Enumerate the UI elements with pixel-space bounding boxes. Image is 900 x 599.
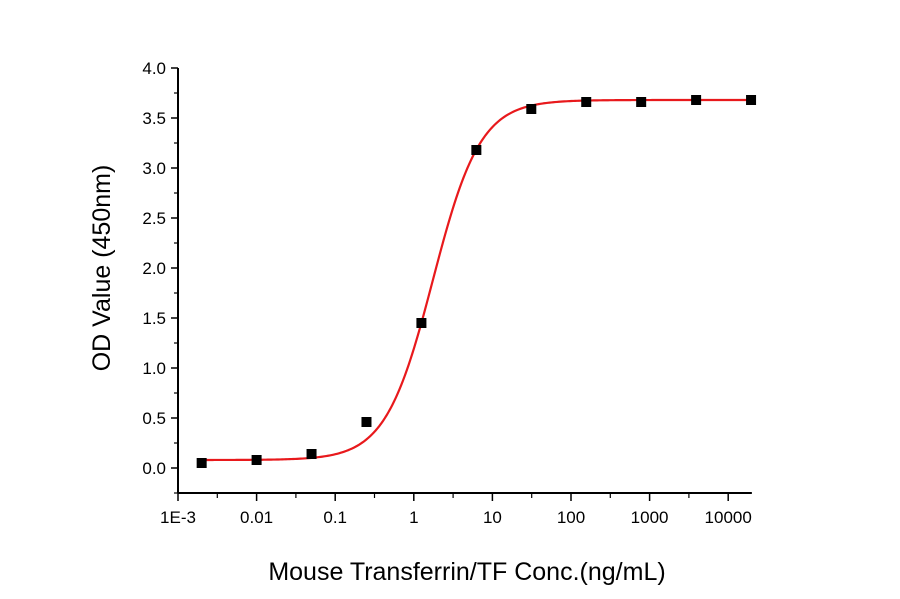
y-tick-label: 1.5 [142, 309, 166, 328]
data-point [196, 458, 207, 468]
x-tick-label: 1E-3 [160, 508, 196, 527]
x-tick-label: 0.1 [323, 508, 347, 527]
y-tick-label: 1.0 [142, 359, 166, 378]
x-tick-label: 10 [483, 508, 502, 527]
data-point [416, 318, 427, 328]
data-point [361, 417, 372, 427]
data-points-layer [196, 95, 757, 468]
data-point [581, 97, 592, 107]
data-point [636, 97, 647, 107]
y-tick-label: 2.0 [142, 259, 166, 278]
x-tick-label: 0.01 [240, 508, 273, 527]
data-point [526, 104, 537, 114]
y-tick-label: 0.0 [142, 459, 166, 478]
x-tick-label: 10000 [705, 508, 752, 527]
y-axis-label: OD Value (450nm) [88, 165, 116, 372]
y-tick-label: 4.0 [142, 59, 166, 78]
data-point [691, 95, 702, 105]
x-axis-label: Mouse Transferrin/TF Conc.(ng/mL) [268, 558, 665, 586]
y-tick-label: 2.5 [142, 209, 166, 228]
x-tick-label: 1 [409, 508, 418, 527]
data-point [306, 449, 317, 459]
y-tick-label: 0.5 [142, 409, 166, 428]
y-tick-label: 3.0 [142, 159, 166, 178]
x-tick-label: 1000 [631, 508, 669, 527]
data-point [471, 145, 482, 155]
x-tick-label: 100 [557, 508, 585, 527]
axes: 0.0 0.5 1.0 1.5 2.0 2.5 3.0 3.5 4.0 1E-3 0.01 0.1 1 1… [142, 59, 752, 527]
data-point [746, 95, 757, 105]
data-point [251, 455, 262, 465]
y-tick-label: 3.5 [142, 109, 166, 128]
